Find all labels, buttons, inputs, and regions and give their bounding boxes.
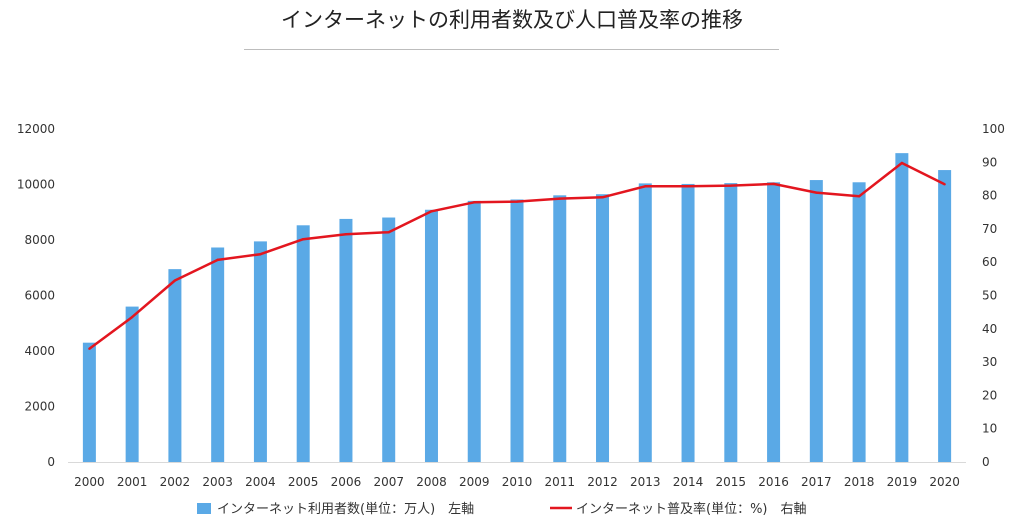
bar-2013 bbox=[638, 183, 652, 462]
bar-2001 bbox=[125, 306, 139, 462]
x-tick-label: 2009 bbox=[459, 475, 490, 489]
bar-2007 bbox=[382, 217, 396, 462]
x-tick-label: 2019 bbox=[887, 475, 918, 489]
y-left-tick-label: 0 bbox=[47, 455, 55, 469]
y-right-tick-label: 80 bbox=[982, 189, 997, 203]
chart-title: インターネットの利用者数及び人口普及率の推移 bbox=[281, 8, 743, 32]
bar-2014 bbox=[681, 183, 695, 462]
rate-point-2006 bbox=[344, 233, 348, 236]
y-right-tick-label: 30 bbox=[982, 355, 997, 369]
bar-2009 bbox=[467, 200, 481, 462]
x-tick-label: 2013 bbox=[630, 475, 661, 489]
x-tick-label: 2020 bbox=[929, 475, 960, 489]
line-layer bbox=[88, 161, 946, 350]
y-left-tick-label: 10000 bbox=[17, 178, 55, 192]
x-tick-label: 2016 bbox=[758, 475, 789, 489]
bar-2003 bbox=[211, 247, 225, 462]
x-tick-label: 2002 bbox=[160, 475, 191, 489]
rate-point-2017 bbox=[815, 191, 818, 194]
x-tick-label: 2004 bbox=[245, 475, 276, 489]
y-left-tick-label: 4000 bbox=[24, 344, 55, 358]
x-tick-label: 2014 bbox=[673, 475, 704, 489]
y-right-tick-label: 70 bbox=[982, 222, 997, 236]
x-tick-label: 2000 bbox=[74, 475, 105, 489]
y-right-tick-label: 60 bbox=[982, 255, 997, 269]
rate-point-2003 bbox=[216, 258, 219, 262]
y-right-tick-label: 90 bbox=[982, 155, 997, 169]
rate-point-2010 bbox=[515, 200, 519, 203]
y-right-tick-label: 0 bbox=[982, 455, 990, 469]
rate-point-2015 bbox=[729, 184, 733, 187]
bar-2019 bbox=[895, 153, 909, 462]
y-right-tick-label: 50 bbox=[982, 289, 997, 303]
rate-point-2016 bbox=[772, 182, 775, 186]
rate-point-2008 bbox=[430, 210, 433, 213]
x-tick-label: 2006 bbox=[331, 475, 362, 489]
bar-2000 bbox=[82, 342, 96, 462]
y-right-tick-label: 10 bbox=[982, 422, 997, 436]
rate-point-2011 bbox=[558, 197, 561, 200]
y-left-tick-label: 6000 bbox=[24, 289, 55, 303]
title-divider bbox=[244, 49, 779, 50]
bar-2015 bbox=[724, 183, 738, 463]
legend-bar-label: インターネット利用者数(単位：万人) 左軸 bbox=[217, 501, 474, 517]
rate-point-2013 bbox=[644, 185, 647, 188]
x-tick-label: 2017 bbox=[801, 475, 832, 489]
bar-2011 bbox=[553, 195, 567, 462]
bar-2006 bbox=[339, 218, 353, 462]
bar-2010 bbox=[510, 199, 524, 463]
bar-2004 bbox=[253, 241, 267, 462]
rate-point-2000 bbox=[88, 347, 91, 350]
bars-layer bbox=[82, 153, 952, 463]
x-tick-label: 2001 bbox=[117, 475, 148, 489]
bar-2002 bbox=[168, 269, 182, 462]
rate-point-2004 bbox=[259, 253, 262, 256]
legend-bar-swatch bbox=[197, 503, 211, 514]
rate-point-2009 bbox=[473, 201, 476, 204]
y-right-tick-label: 100 bbox=[982, 122, 1005, 136]
x-tick-label: 2007 bbox=[373, 475, 404, 489]
bar-2018 bbox=[852, 182, 866, 462]
x-tick-label: 2012 bbox=[587, 475, 618, 489]
x-tick-label: 2018 bbox=[844, 475, 875, 489]
bar-2008 bbox=[424, 209, 438, 462]
rate-point-2012 bbox=[601, 196, 604, 199]
rate-point-2002 bbox=[173, 279, 177, 282]
x-tick-label: 2005 bbox=[288, 475, 319, 489]
y-left-tick-label: 12000 bbox=[17, 122, 55, 136]
x-tick-label: 2010 bbox=[502, 475, 533, 489]
rate-point-2005 bbox=[301, 238, 305, 241]
y-left-tick-label: 2000 bbox=[24, 400, 55, 414]
rate-point-2020 bbox=[943, 183, 946, 186]
x-tick-label: 2011 bbox=[544, 475, 575, 489]
bar-2016 bbox=[767, 182, 781, 462]
rate-point-2014 bbox=[686, 185, 690, 188]
rate-point-2001 bbox=[130, 315, 134, 319]
y-right-tick-label: 20 bbox=[982, 388, 997, 402]
bar-2020 bbox=[938, 170, 952, 462]
x-tick-label: 2015 bbox=[716, 475, 747, 489]
x-tick-label: 2003 bbox=[202, 475, 233, 489]
legend-line-label: インターネット普及率(単位：%) 右軸 bbox=[576, 501, 807, 517]
bar-2012 bbox=[596, 194, 610, 462]
x-tick-label: 2008 bbox=[416, 475, 447, 489]
legend-layer: インターネット利用者数(単位：万人) 左軸 インターネット普及率(単位：%) 右軸 bbox=[197, 501, 807, 517]
rate-point-2018 bbox=[857, 195, 861, 198]
bar-2017 bbox=[809, 180, 823, 462]
y-right-tick-label: 40 bbox=[982, 322, 997, 336]
bar-2005 bbox=[296, 225, 310, 462]
rate-point-2019 bbox=[900, 161, 904, 165]
y-left-tick-label: 8000 bbox=[24, 233, 55, 247]
rate-point-2007 bbox=[387, 231, 390, 234]
tick-layer: 0 2000 4000 6000 8000 10000 12000 0 10 20 30 40 50 60… bbox=[17, 122, 1005, 489]
